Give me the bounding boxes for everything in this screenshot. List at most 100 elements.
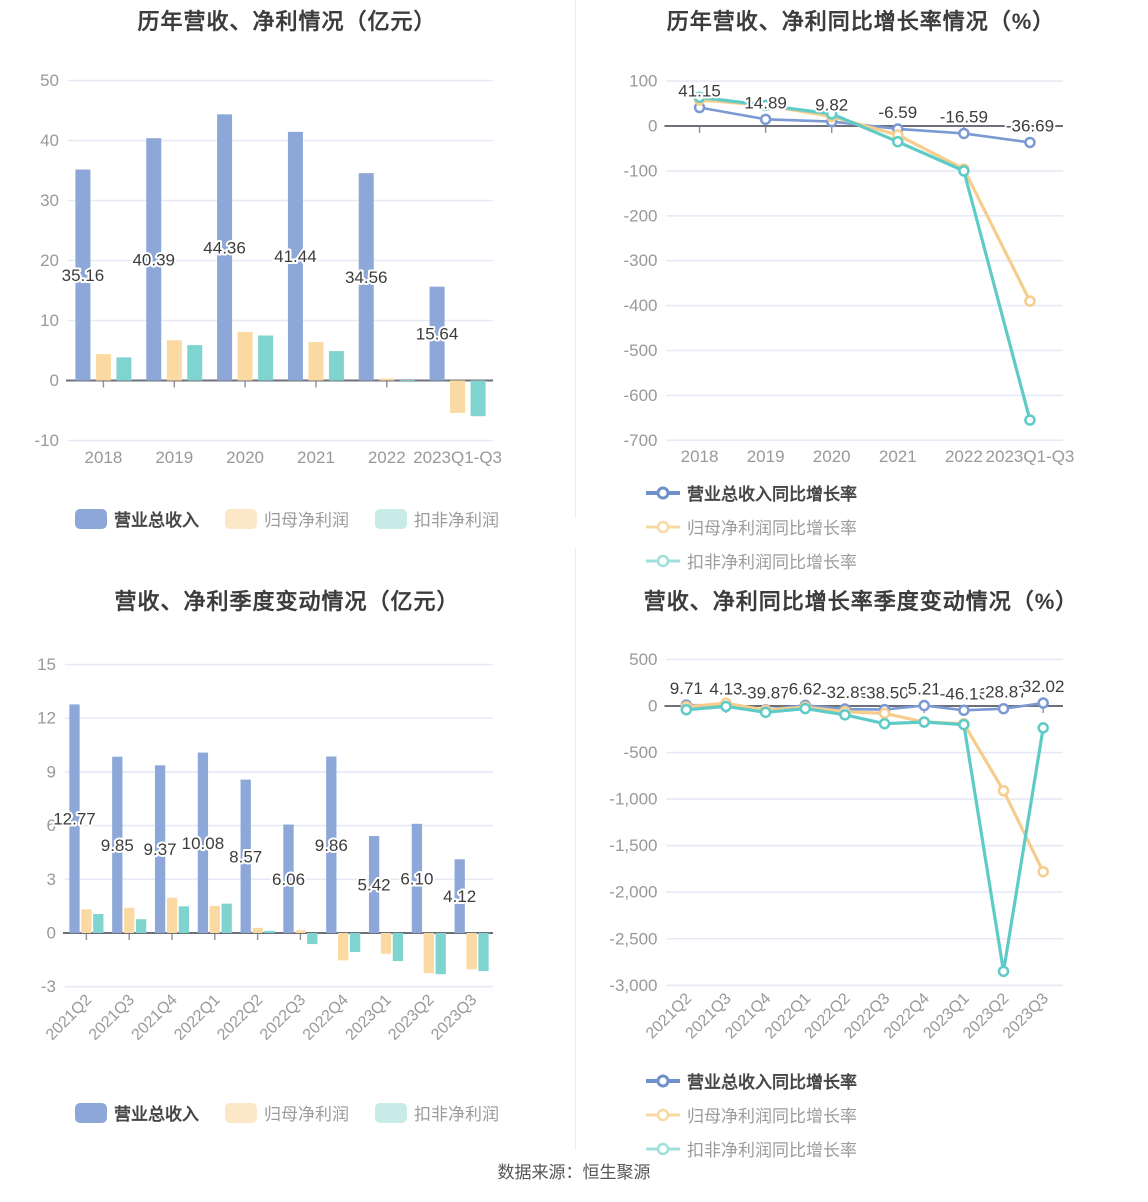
data-point — [680, 703, 693, 716]
legend-item-归母净利润[interactable]: 归母净利润 — [225, 506, 349, 531]
point-value-label: 4.13 — [709, 680, 742, 699]
data-point — [759, 99, 772, 112]
data-point — [878, 717, 891, 730]
line-归母净利润同比增长率 — [697, 98, 1032, 303]
data-point — [997, 965, 1010, 978]
bar-营业总收入 — [154, 765, 166, 933]
y-axis-tick-label: -3 — [41, 977, 56, 996]
data-point — [693, 91, 706, 104]
bar-归母净利润 — [450, 380, 466, 413]
bar-value-label: 9.85 — [101, 836, 134, 855]
y-axis-tick-label: 12 — [37, 709, 56, 728]
y-axis-tick-label: -1,000 — [609, 790, 657, 809]
point-value-label: 5.21 — [908, 680, 941, 699]
bar-归母净利润 — [166, 897, 178, 933]
bar-营业总收入 — [75, 169, 91, 381]
data-point — [958, 127, 970, 140]
y-axis-tick-label: 30 — [40, 191, 59, 210]
x-axis-label: 2023Q2 — [385, 991, 437, 1043]
line-扣非净利润同比增长率 — [697, 95, 1032, 422]
data-point — [799, 702, 812, 715]
x-axis-label: 2022 — [368, 448, 406, 467]
data-point — [918, 716, 930, 728]
column-divider-top — [575, 0, 576, 518]
legend-item-归母净利润同比增长率[interactable]: 归母净利润同比增长率 — [646, 514, 857, 539]
y-axis-tick-label: 50 — [40, 71, 59, 90]
chart-legend: 营业总收入 归母净利润 扣非净利润 — [0, 1100, 574, 1125]
data-point — [892, 135, 904, 148]
data-point — [1024, 136, 1036, 149]
x-axis-label: 2023Q3 — [428, 991, 480, 1043]
bar-归母净利润 — [295, 930, 306, 933]
y-axis-tick-label: -2,500 — [609, 929, 657, 948]
point-value-label: -32.88 — [821, 683, 869, 702]
legend-swatch — [225, 508, 257, 529]
x-axis-label: 2018 — [85, 448, 123, 467]
legend-swatch — [225, 1102, 257, 1123]
data-point — [720, 700, 732, 713]
legend-label: 归母净利润同比增长率 — [687, 519, 857, 538]
bar-归母净利润 — [308, 342, 324, 381]
x-axis-label: 2023Q1-Q3 — [986, 447, 1075, 466]
x-axis-label: 2020 — [226, 448, 264, 467]
legend-item-归母净利润[interactable]: 归母净利润 — [225, 1100, 349, 1125]
legend-item-扣非净利润[interactable]: 扣非净利润 — [375, 1100, 499, 1125]
y-axis-tick-label: -700 — [623, 431, 657, 450]
bar-营业总收入 — [240, 779, 251, 933]
x-axis-label: 2019 — [155, 448, 193, 467]
bar-营业总收入 — [411, 823, 423, 933]
x-axis-label: 2022Q2 — [214, 991, 266, 1043]
bar-营业总收入 — [454, 859, 465, 933]
y-axis-tick-label: -600 — [623, 386, 657, 405]
legend-swatch — [375, 1102, 407, 1123]
bar-营业总收入 — [326, 756, 337, 933]
quarterly-growth-chart: 5000-500-1,000-1,500-2,000-2,500-3,00020… — [609, 650, 1066, 1042]
point-value-label: 32.02 — [1022, 677, 1065, 696]
y-axis-tick-label: -300 — [623, 251, 657, 270]
x-axis-label: 2019 — [747, 447, 785, 466]
bar-value-label: 35.16 — [62, 266, 105, 285]
bar-扣非净利润 — [307, 933, 318, 945]
x-axis-label: 2021Q2 — [43, 991, 95, 1043]
y-axis-tick-label: -10 — [34, 431, 59, 450]
y-axis-tick-label: 0 — [47, 924, 56, 943]
bar-营业总收入 — [217, 114, 233, 381]
y-axis-tick-label: 40 — [40, 131, 59, 150]
data-source-note: 数据来源：恒生聚源 — [497, 1163, 651, 1182]
legend-item-营业总收入[interactable]: 营业总收入 — [75, 1100, 199, 1125]
legend-item-营业总收入[interactable]: 营业总收入 — [75, 506, 199, 531]
data-point — [839, 709, 851, 721]
bar-营业总收入 — [368, 835, 380, 933]
x-axis-label: 2022 — [945, 447, 983, 466]
legend-line-marker — [646, 1108, 680, 1121]
legend-item-扣非净利润[interactable]: 扣非净利润 — [375, 506, 499, 531]
data-point — [1037, 697, 1049, 709]
x-axis-label: 2020 — [813, 447, 851, 466]
y-axis-tick-label: 0 — [50, 371, 59, 390]
data-point — [958, 165, 970, 177]
bar-扣非净利润 — [93, 914, 104, 933]
point-value-label: 9.82 — [815, 96, 848, 115]
legend-item-扣非净利润同比增长率[interactable]: 扣非净利润同比增长率 — [646, 548, 857, 573]
legend-line-marker — [646, 486, 680, 499]
point-value-label: -46.16 — [940, 684, 988, 703]
legend-item-归母净利润同比增长率[interactable]: 归母净利润同比增长率 — [646, 1102, 857, 1127]
legend-item-扣非净利润同比增长率[interactable]: 扣非净利润同比增长率 — [646, 1136, 857, 1161]
bar-扣非净利润 — [178, 906, 190, 933]
data-point — [997, 784, 1010, 797]
bar-扣非净利润 — [435, 933, 446, 975]
chart-cell-annual-values: 历年营收、净利情况（亿元） 50 40 30 20 10 0 -10 2018 2019 2020… — [0, 0, 574, 560]
legend-item-营业总收入同比增长率[interactable]: 营业总收入同比增长率 — [646, 480, 857, 505]
data-point — [1024, 414, 1036, 426]
y-axis-tick-label: -200 — [623, 206, 657, 225]
y-axis-tick-label: -1,500 — [609, 836, 657, 855]
chart-legend: 营业总收入同比增长率归母净利润同比增长率扣非净利润同比增长率 — [646, 480, 1076, 573]
bar-扣非净利润 — [349, 933, 361, 952]
column-divider-bottom — [575, 548, 576, 1150]
x-axis-label: 2021 — [879, 447, 917, 466]
data-point — [1037, 722, 1049, 734]
bar-营业总收入 — [197, 752, 209, 933]
x-axis-label: 2022Q4 — [300, 991, 352, 1043]
legend-item-营业总收入同比增长率[interactable]: 营业总收入同比增长率 — [646, 1068, 857, 1093]
data-point — [878, 707, 891, 720]
